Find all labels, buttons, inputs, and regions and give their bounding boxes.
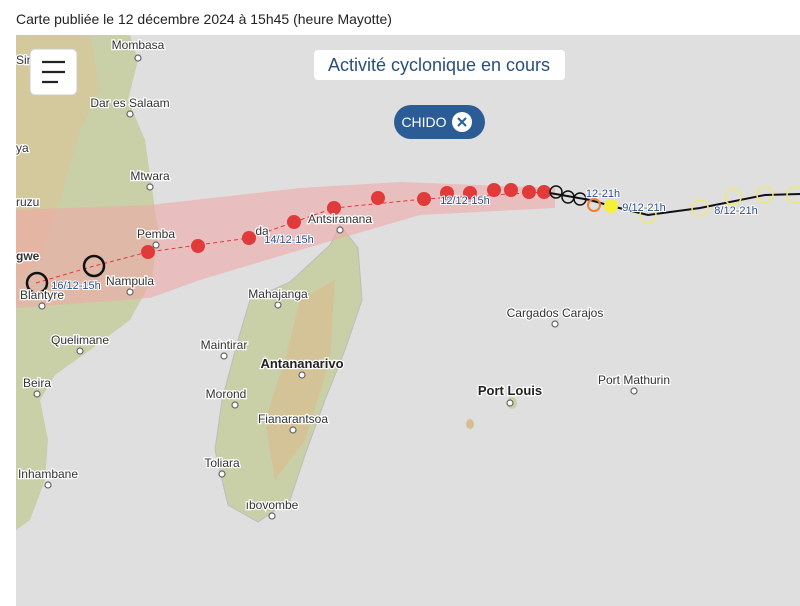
place-label: Fianarantsoa	[258, 412, 328, 426]
place-label: Port Louis	[478, 383, 542, 398]
past-icon	[604, 199, 618, 213]
place-label: Maintirar	[201, 338, 248, 352]
place-label: Antsiranana	[308, 212, 372, 226]
place-label: ya	[16, 141, 29, 155]
caption: Carte publiée le 12 décembre 2024 à 15h4…	[16, 11, 392, 27]
island	[466, 419, 474, 429]
place-label: Toliara	[204, 456, 240, 470]
past-icon	[587, 198, 601, 212]
place-label: Nampula	[106, 274, 154, 288]
title-box	[314, 50, 565, 80]
place-label: da	[255, 224, 269, 238]
track-label: 8/12-21h	[714, 205, 757, 217]
track-label: 12/12-15h	[440, 195, 490, 207]
place-label: Inhambane	[18, 467, 78, 481]
track-label: 14/12-15h	[264, 234, 314, 246]
place-label: Cargados Carajos	[507, 306, 604, 320]
track-label: 12-21h	[586, 188, 620, 200]
place-label: ruzu	[16, 195, 39, 209]
chip-label: CHIDO	[401, 114, 446, 130]
forecast-cone	[16, 182, 555, 308]
place-dots	[33, 54, 638, 520]
place-label: Sir	[16, 53, 31, 67]
relief	[265, 280, 335, 480]
storm-chip[interactable]: CHIDO	[394, 105, 485, 139]
place-label: gwe	[16, 249, 40, 263]
place-label: Quelimane	[51, 333, 109, 347]
place-label: Beira	[23, 376, 51, 390]
map-title: Activité cyclonique en cours	[328, 55, 550, 75]
place-label: Antananarivo	[260, 356, 343, 371]
track-label: 16/12-15h	[51, 280, 101, 292]
place-label: Mahajanga	[248, 287, 308, 301]
place-label: Blantyre	[20, 288, 64, 302]
past-icons	[25, 185, 587, 295]
track-label: 9/12-21h	[622, 202, 665, 214]
place-label: ıbovombe	[246, 498, 299, 512]
place-label: Port Mathurin	[598, 373, 670, 387]
place-label: Pemba	[137, 227, 175, 241]
place-label: Morond	[206, 387, 247, 401]
place-label: Mombasa	[112, 38, 165, 52]
place-label: Dar es Salaam	[90, 96, 169, 110]
past-icons	[639, 186, 800, 224]
place-label: Mtwara	[130, 169, 170, 183]
menu-button[interactable]	[29, 48, 78, 96]
cyclone-icons	[141, 183, 551, 259]
